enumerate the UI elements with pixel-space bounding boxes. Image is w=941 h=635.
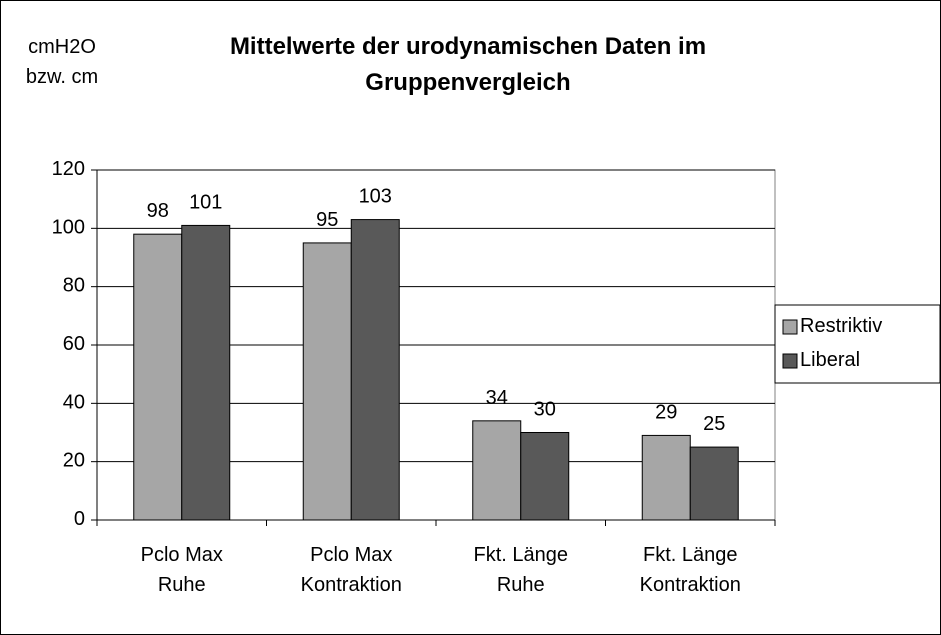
- x-tick-label: Pclo Max Ruhe: [141, 544, 223, 596]
- bar: [520, 432, 570, 521]
- x-tick-label: Pclo Max Kontraktion: [301, 544, 402, 596]
- value-label: 25: [703, 413, 725, 435]
- legend-label: Restriktiv: [800, 315, 882, 337]
- x-tick-label: Fkt. Länge Ruhe: [473, 544, 568, 596]
- y-tick-label: 0: [74, 508, 85, 530]
- bar: [641, 434, 691, 521]
- y-tick-label: 60: [63, 333, 85, 355]
- value-label: 98: [147, 200, 169, 222]
- legend-swatch: [782, 353, 798, 369]
- bar: [133, 233, 183, 521]
- value-label: 95: [316, 209, 338, 231]
- y-tick-label: 80: [63, 275, 85, 297]
- bar: [472, 420, 522, 521]
- bar: [302, 242, 352, 521]
- y-tick-label: 20: [63, 450, 85, 472]
- y-tick-label: 100: [52, 217, 85, 239]
- legend-label: Liberal: [800, 349, 860, 371]
- value-label: 101: [189, 192, 222, 214]
- y-axis-label: cmH2O bzw. cm: [26, 36, 98, 88]
- bar: [350, 219, 400, 521]
- value-label: 30: [534, 399, 556, 421]
- y-tick-label: 120: [52, 158, 85, 180]
- legend-swatch: [782, 319, 798, 335]
- legend-box: [774, 304, 941, 384]
- bar: [689, 446, 739, 521]
- chart-title: Mittelwerte der urodynamischen Daten im G…: [230, 33, 706, 96]
- value-label: 103: [359, 186, 392, 208]
- value-label: 29: [655, 402, 677, 424]
- y-tick-label: 40: [63, 392, 85, 414]
- value-label: 34: [486, 387, 508, 409]
- x-tick-label: Fkt. Länge Kontraktion: [640, 544, 741, 596]
- bar: [181, 224, 231, 521]
